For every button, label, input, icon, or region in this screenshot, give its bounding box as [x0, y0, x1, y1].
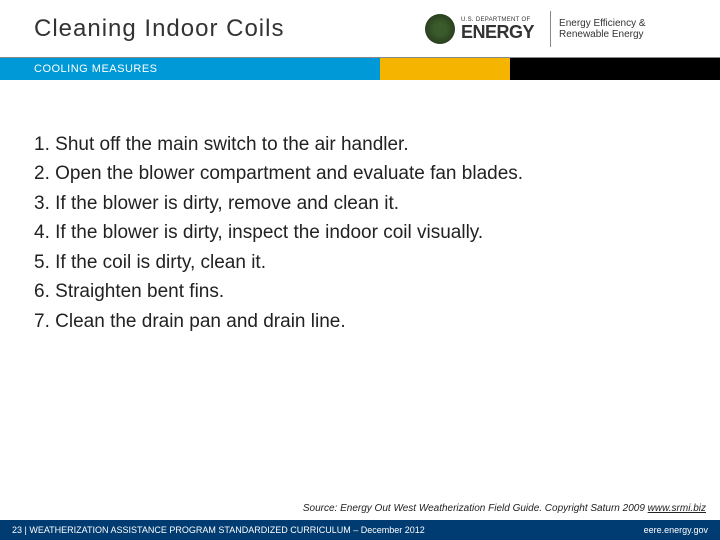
list-item: If the blower is dirty, remove and clean… — [34, 189, 686, 218]
accent-bar-black — [510, 58, 720, 80]
list-item: Clean the drain pan and drain line. — [34, 307, 686, 336]
subtitle-bar: COOLING MEASURES — [0, 58, 380, 80]
accent-bar-row: COOLING MEASURES — [0, 58, 720, 80]
source-text: Source: Energy Out West Weatherization F… — [303, 503, 648, 514]
list-item: If the coil is dirty, clean it. — [34, 248, 686, 277]
list-item: If the blower is dirty, inspect the indo… — [34, 218, 686, 247]
list-item: Open the blower compartment and evaluate… — [34, 159, 686, 188]
accent-bar-yellow — [380, 58, 510, 80]
footer-left: 23 | WEATHERIZATION ASSISTANCE PROGRAM S… — [12, 525, 425, 535]
list-item: Shut off the main switch to the air hand… — [34, 130, 686, 159]
steps-list: Shut off the main switch to the air hand… — [34, 130, 686, 336]
eere-line-1: Energy Efficiency & — [559, 18, 646, 29]
source-citation: Source: Energy Out West Weatherization F… — [303, 503, 706, 514]
doe-energy-word: ENERGY — [461, 23, 534, 41]
doe-logo-block: U.S. DEPARTMENT OF ENERGY Energy Efficie… — [425, 0, 720, 58]
slide-title: Cleaning Indoor Coils — [0, 15, 284, 43]
eere-line-2: Renewable Energy — [559, 29, 646, 40]
logo-divider — [550, 11, 551, 47]
doe-wordmark: U.S. DEPARTMENT OF ENERGY — [461, 17, 534, 41]
eere-wordmark: Energy Efficiency & Renewable Energy — [559, 18, 646, 40]
list-item: Straighten bent fins. — [34, 277, 686, 306]
source-link[interactable]: www.srmi.biz — [648, 503, 706, 514]
doe-seal-icon — [425, 14, 455, 44]
subtitle-text: COOLING MEASURES — [34, 63, 158, 75]
slide-body: Shut off the main switch to the air hand… — [0, 80, 720, 336]
footer-right: eere.energy.gov — [644, 525, 708, 535]
slide-header: Cleaning Indoor Coils U.S. DEPARTMENT OF… — [0, 0, 720, 58]
slide-footer: 23 | WEATHERIZATION ASSISTANCE PROGRAM S… — [0, 520, 720, 540]
